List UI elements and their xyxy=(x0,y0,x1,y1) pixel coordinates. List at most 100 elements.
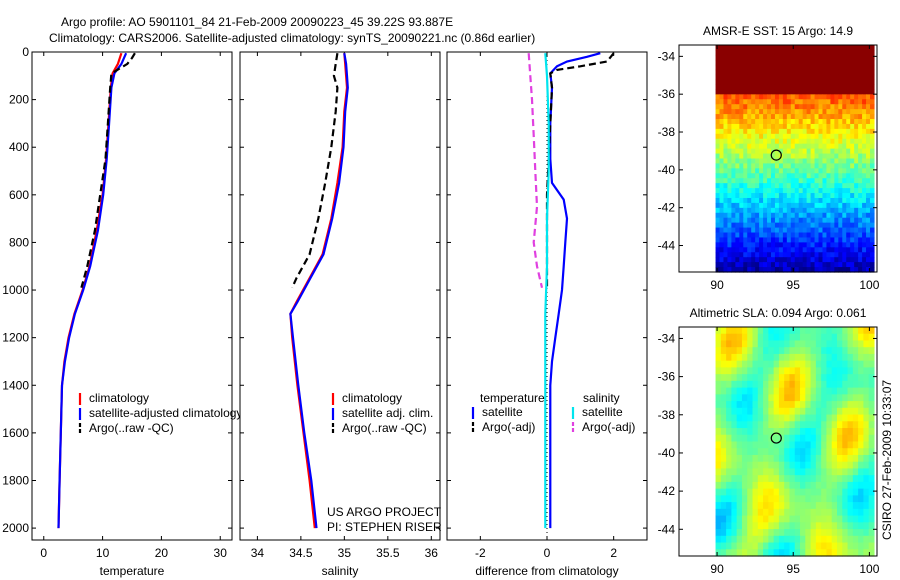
heatmap-cell xyxy=(838,158,843,165)
heatmap-cell xyxy=(810,173,816,179)
heatmap-cell xyxy=(802,99,808,105)
heatmap-cell xyxy=(727,237,732,243)
heatmap-cell xyxy=(806,207,812,214)
heatmap-cell xyxy=(826,502,833,510)
heatmap-cell xyxy=(719,148,725,155)
heatmap-cell xyxy=(774,45,780,51)
heatmap-cell xyxy=(858,495,864,503)
heatmap-cell xyxy=(862,109,867,115)
heatmap-cell xyxy=(794,461,801,470)
heatmap-cell xyxy=(842,222,847,229)
heatmap-cell xyxy=(759,153,764,160)
heatmap-cell xyxy=(869,252,875,258)
heatmap-cell xyxy=(805,441,812,449)
heatmap-cell xyxy=(836,387,843,395)
heatmap-cell xyxy=(735,54,740,61)
heatmap-cell xyxy=(752,522,759,530)
heatmap-cell xyxy=(821,502,828,510)
heatmap-cell xyxy=(869,227,875,234)
heatmap-cell xyxy=(862,114,867,120)
heatmap-cell xyxy=(802,114,808,120)
heatmap-cell xyxy=(731,89,736,95)
heatmap-cell xyxy=(751,79,756,86)
heatmap-cell xyxy=(715,74,721,81)
heatmap-cell xyxy=(715,414,722,422)
heatmap-cell xyxy=(739,193,744,199)
heatmap-cell xyxy=(834,183,839,189)
heatmap-cell xyxy=(747,94,752,100)
heatmap-cell xyxy=(869,123,875,130)
heatmap-cell xyxy=(719,69,725,76)
heatmap-cells xyxy=(715,327,875,557)
heatmap-cell xyxy=(794,163,800,169)
heatmap-cell xyxy=(735,123,740,130)
heatmap-cell xyxy=(868,549,875,557)
heatmap-cell xyxy=(847,387,854,395)
heatmap-cell xyxy=(752,468,759,476)
heatmap-cell xyxy=(767,109,772,115)
heatmap-cell xyxy=(794,428,801,436)
heatmap-cell xyxy=(863,387,870,395)
heatmap-cell xyxy=(786,59,792,66)
heatmap-cell xyxy=(869,153,875,160)
heatmap-cell xyxy=(715,178,721,184)
heatmap-cell xyxy=(723,109,729,115)
heatmap-cell xyxy=(735,188,740,194)
heatmap-cell xyxy=(736,374,743,382)
heatmap-cell xyxy=(768,387,775,395)
heatmap-cell xyxy=(846,138,851,145)
heatmap-cell xyxy=(773,515,780,523)
heatmap-cell xyxy=(755,109,760,115)
heatmap-cell xyxy=(800,387,806,395)
heatmap-cell xyxy=(751,123,756,130)
heatmap-cell xyxy=(806,74,812,81)
heatmap-cell xyxy=(842,49,847,56)
heatmap-cell xyxy=(747,64,752,71)
heatmap-cell xyxy=(736,461,743,470)
heatmap-cell xyxy=(763,434,769,443)
heatmap-cell xyxy=(735,104,740,110)
heatmap-cell xyxy=(735,257,740,263)
heatmap-cell xyxy=(751,104,756,110)
heatmap-cell xyxy=(720,515,727,523)
heatmap-cell xyxy=(789,475,796,483)
heatmap-cell xyxy=(842,54,847,61)
heatmap-cell xyxy=(866,123,871,130)
heatmap-cell xyxy=(735,89,740,95)
heatmap-cell xyxy=(826,247,831,253)
heatmap-cell xyxy=(847,508,854,517)
heatmap-cell xyxy=(826,252,831,258)
heatmap-cell xyxy=(763,69,768,76)
heatmap-cell xyxy=(850,123,855,130)
heatmap-cell xyxy=(720,327,727,335)
heatmap-cell xyxy=(815,502,822,510)
heatmap-cell xyxy=(794,94,800,100)
heatmap-cell xyxy=(715,54,721,61)
heatmap-cell xyxy=(846,252,851,258)
heatmap-cell xyxy=(757,367,764,375)
heatmap-cell xyxy=(869,138,875,145)
heatmap-cell xyxy=(739,217,744,224)
heatmap-cell xyxy=(790,212,796,219)
heatmap-cell xyxy=(767,217,772,224)
heatmap-cell xyxy=(743,64,748,71)
heatmap-cell xyxy=(866,163,871,169)
heatmap-cell xyxy=(739,54,744,61)
heatmap-cell xyxy=(715,242,721,248)
heatmap-cell xyxy=(726,488,732,496)
heatmap-cell xyxy=(858,163,863,169)
heatmap-cell xyxy=(743,173,748,179)
heatmap-cell xyxy=(782,128,788,135)
heatmap-cell xyxy=(751,74,756,81)
heatmap-cell xyxy=(751,114,756,120)
heatmap-cell xyxy=(869,109,875,115)
heatmap-cell xyxy=(850,64,855,71)
heatmap-cell xyxy=(773,421,780,429)
y-tick-label: 600 xyxy=(9,188,29,202)
heatmap-cell xyxy=(821,367,828,375)
heatmap-cell xyxy=(869,267,875,273)
heatmap-cell xyxy=(767,59,772,66)
heatmap-cell xyxy=(862,237,867,243)
heatmap-cell xyxy=(842,267,847,273)
heatmap-cell xyxy=(763,178,768,184)
